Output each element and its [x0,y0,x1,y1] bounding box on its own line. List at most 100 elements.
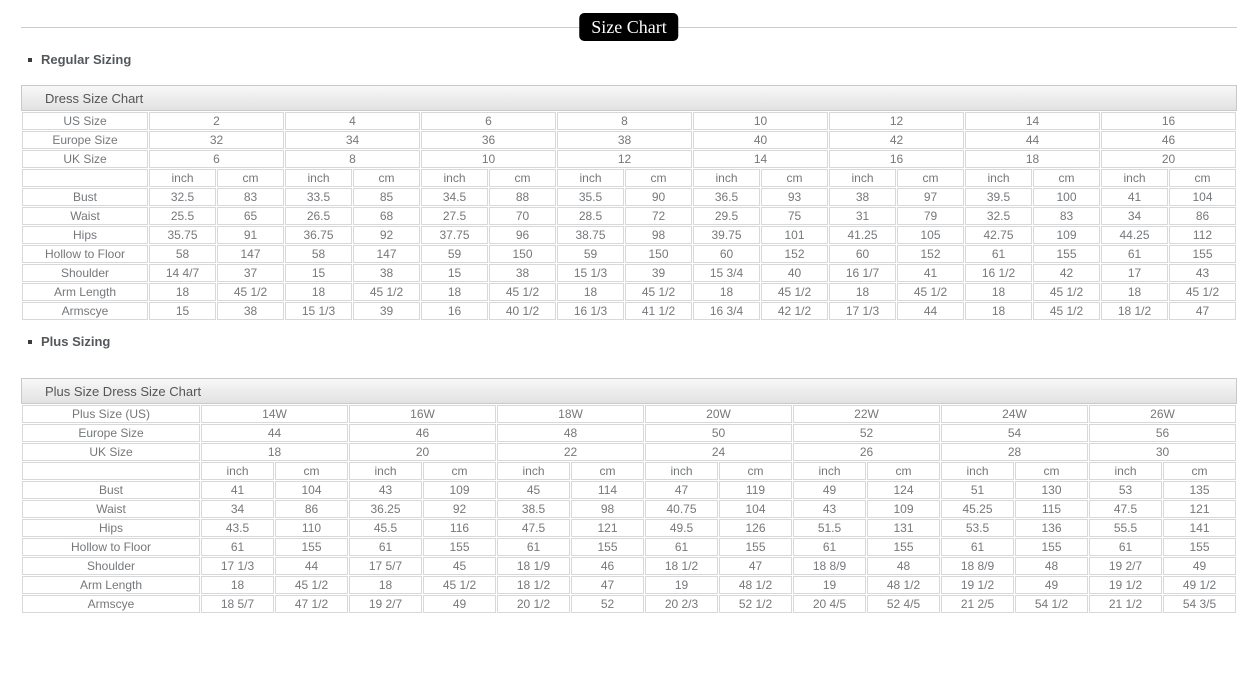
measurement-value-cell: 45.25 [941,500,1014,518]
row-label-cell: Shoulder [22,264,148,282]
size-value-cell: 6 [421,112,556,130]
size-value-cell: 28 [941,443,1088,461]
measurement-value-cell: 150 [489,245,556,263]
measurement-value-cell: 36.5 [693,188,760,206]
unit-header-cell: cm [1015,462,1088,480]
unit-header-cell: cm [275,462,348,480]
measurement-value-cell: 41 [1101,188,1168,206]
measurement-value-cell: 155 [1163,538,1236,556]
measurement-value-cell: 131 [867,519,940,537]
measurement-value-cell: 17 1/3 [201,557,274,575]
size-value-cell: 24 [645,443,792,461]
measurement-value-cell: 31 [829,207,896,225]
measurement-value-cell: 45 1/2 [1169,283,1236,301]
measurement-value-cell: 60 [693,245,760,263]
size-chart-page: Size Chart Regular Sizing Dress Size Cha… [0,13,1258,614]
unit-header-cell: cm [625,169,692,187]
measurement-value-cell: 48 1/2 [719,576,792,594]
size-value-cell: 18W [497,405,644,423]
measurement-value-cell: 45 [423,557,496,575]
measurement-value-cell: 29.5 [693,207,760,225]
measurement-value-cell: 42 [1033,264,1100,282]
measurement-value-cell: 39 [625,264,692,282]
measurement-value-cell: 121 [1163,500,1236,518]
measurement-value-cell: 38.75 [557,226,624,244]
measurement-value-cell: 141 [1163,519,1236,537]
size-value-cell: 8 [285,150,420,168]
unit-header-cell: inch [1089,462,1162,480]
unit-header-cell: cm [1169,169,1236,187]
measurement-value-cell: 15 3/4 [693,264,760,282]
size-value-cell: 16W [349,405,496,423]
measurement-value-cell: 41 [201,481,274,499]
measurement-value-cell: 15 [421,264,488,282]
measurement-value-cell: 47 [645,481,718,499]
measurement-value-cell: 96 [489,226,556,244]
measurement-row: Waist 25.5 65 26.5 68 27.5 70 28.5 72 29.5 75 31 79 3… [22,207,1236,225]
measurement-value-cell: 97 [897,188,964,206]
measurement-value-cell: 104 [719,500,792,518]
size-value-cell: 4 [285,112,420,130]
size-value-cell: 32 [149,131,284,149]
measurement-value-cell: 72 [625,207,692,225]
measurement-row: Hips 35.75 91 36.75 92 37.75 96 38.75 98 39.75 101… [22,226,1236,244]
measurement-row: Waist 34 86 36.25 92 38.5 98 40.75 104 43 109 45.25… [22,500,1236,518]
measurement-value-cell: 35.5 [557,188,624,206]
measurement-value-cell: 32.5 [965,207,1032,225]
measurement-value-cell: 150 [625,245,692,263]
measurement-value-cell: 45 1/2 [423,576,496,594]
unit-header-cell: cm [489,169,556,187]
measurement-value-cell: 92 [423,500,496,518]
size-value-cell: 54 [941,424,1088,442]
measurement-value-cell: 18 [829,283,896,301]
size-value-cell: 50 [645,424,792,442]
unit-header-cell: inch [497,462,570,480]
unit-header-cell: cm [423,462,496,480]
measurement-row: Hollow to Floor 58 147 58 147 59 150 59 150 60 152… [22,245,1236,263]
measurement-value-cell: 51.5 [793,519,866,537]
row-label-cell: Hips [22,519,200,537]
unit-header-cell: inch [1101,169,1168,187]
measurement-value-cell: 61 [941,538,1014,556]
size-value-cell: 44 [201,424,348,442]
measurement-value-cell: 45 1/2 [1033,302,1100,320]
size-value-cell: 12 [829,112,964,130]
measurement-value-cell: 48 1/2 [867,576,940,594]
measurement-value-cell: 90 [625,188,692,206]
measurement-value-cell: 86 [1169,207,1236,225]
measurement-value-cell: 41 [897,264,964,282]
measurement-value-cell: 18 [693,283,760,301]
measurement-value-cell: 45 1/2 [489,283,556,301]
row-label-cell: Waist [22,207,148,225]
measurement-row: Armscye 18 5/7 47 1/2 19 2/7 49 20 1/2 52 20 2/… [22,595,1236,613]
page-title: Size Chart [579,13,679,41]
row-label-cell: Arm Length [22,576,200,594]
plus-size-chart-card: Plus Size Dress Size Chart Plus Size (US… [21,378,1237,614]
measurement-value-cell: 45 1/2 [217,283,284,301]
measurement-value-cell: 44 [275,557,348,575]
plus-size-chart-title: Plus Size Dress Size Chart [21,378,1237,404]
measurement-value-cell: 59 [557,245,624,263]
unit-header-cell: cm [1163,462,1236,480]
size-value-cell: 56 [1089,424,1236,442]
size-chart-table: Plus Size (US) 14W 16W 18W 20W 22W 24W 26W Europ… [21,404,1237,614]
unit-header-cell: inch [693,169,760,187]
measurement-value-cell: 45 1/2 [897,283,964,301]
row-label-cell: Armscye [22,595,200,613]
measurement-value-cell: 43 [349,481,422,499]
empty-label-cell [22,169,148,187]
measurement-value-cell: 110 [275,519,348,537]
size-value-cell: 26 [793,443,940,461]
unit-header-cell: inch [285,169,352,187]
measurement-value-cell: 47 1/2 [275,595,348,613]
unit-header-cell: inch [965,169,1032,187]
measurement-value-cell: 37.75 [421,226,488,244]
measurement-value-cell: 15 1/3 [285,302,352,320]
measurement-value-cell: 49 [1163,557,1236,575]
measurement-value-cell: 41 1/2 [625,302,692,320]
size-value-cell: 6 [149,150,284,168]
row-label-cell: Hollow to Floor [22,538,200,556]
size-value-cell: 12 [557,150,692,168]
measurement-value-cell: 17 1/3 [829,302,896,320]
unit-header-cell: inch [941,462,1014,480]
